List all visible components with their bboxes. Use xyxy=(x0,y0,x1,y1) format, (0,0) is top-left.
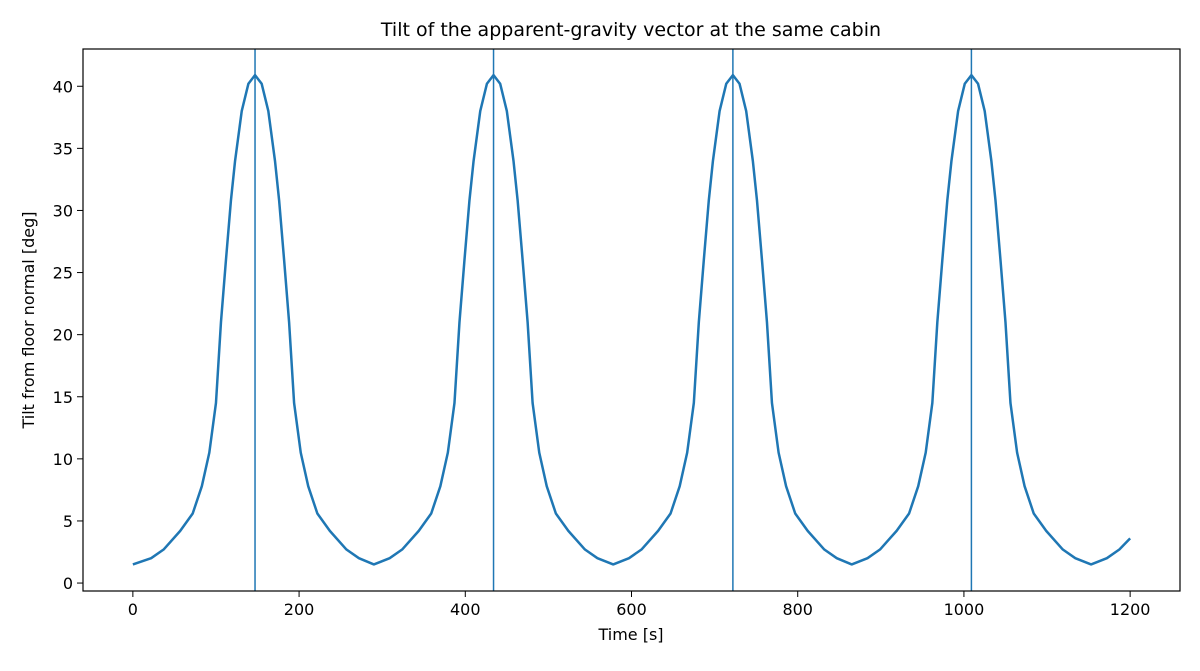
y-tick-label: 40 xyxy=(53,77,73,96)
x-axis-label: Time [s] xyxy=(597,625,663,644)
x-tick-label: 200 xyxy=(284,600,315,619)
y-tick-label: 5 xyxy=(63,512,73,531)
data-line xyxy=(132,73,1132,566)
y-tick-label: 20 xyxy=(53,326,73,345)
x-tick-label: 600 xyxy=(616,600,647,619)
y-axis-label: Tilt from floor normal [deg] xyxy=(19,212,38,430)
y-tick-label: 10 xyxy=(53,450,73,469)
plot-frame xyxy=(82,48,1181,592)
x-tick-label: 1200 xyxy=(1110,600,1151,619)
y-tick-label: 30 xyxy=(53,201,73,220)
y-tick-label: 15 xyxy=(53,388,73,407)
x-tick-label: 1000 xyxy=(944,600,985,619)
y-tick-label: 35 xyxy=(53,139,73,158)
x-tick-label: 0 xyxy=(128,600,138,619)
chart-title: Tilt of the apparent-gravity vector at t… xyxy=(380,19,881,41)
y-tick-label: 0 xyxy=(63,574,73,593)
x-tick-label: 400 xyxy=(450,600,481,619)
y-tick-label: 25 xyxy=(53,264,73,283)
x-tick-label: 800 xyxy=(782,600,813,619)
